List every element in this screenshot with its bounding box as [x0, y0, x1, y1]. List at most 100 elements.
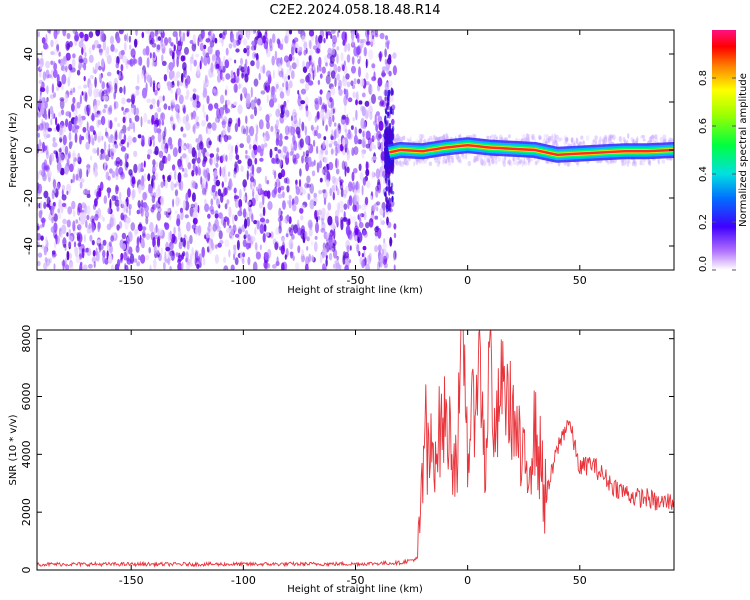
noise-speck: [114, 144, 119, 149]
noise-speck: [284, 35, 289, 44]
noise-speck: [70, 179, 73, 184]
noise-speck: [172, 198, 175, 208]
noise-speck: [225, 99, 228, 109]
noise-speck: [195, 250, 200, 259]
noise-speck: [279, 43, 284, 50]
noise-speck: [176, 71, 181, 78]
noise-speck: [107, 175, 111, 181]
noise-speck: [157, 83, 161, 89]
noise-speck: [76, 69, 81, 76]
noise-speck: [211, 184, 216, 193]
halo-speck: [627, 160, 631, 164]
noise-speck: [151, 42, 157, 48]
noise-speck: [288, 126, 294, 136]
noise-speck: [100, 115, 106, 126]
noise-speck: [73, 241, 77, 248]
noise-speck: [362, 245, 367, 251]
noise-speck: [125, 217, 131, 224]
halo-speck: [442, 157, 445, 162]
noise-speck: [298, 179, 302, 188]
noise-speck: [207, 223, 212, 232]
noise-speck: [72, 53, 76, 59]
noise-speck: [365, 263, 370, 270]
noise-speck: [129, 117, 132, 124]
noise-speck: [114, 55, 117, 64]
noise-speck: [88, 134, 91, 145]
noise-speck: [65, 118, 69, 128]
noise-speck: [228, 249, 231, 258]
halo-speck: [489, 135, 492, 139]
noise-speck: [121, 106, 124, 111]
noise-speck: [72, 96, 76, 104]
noise-speck: [184, 46, 189, 55]
noise-speck: [374, 215, 379, 220]
halo-speck: [403, 158, 408, 166]
noise-speck: [131, 188, 136, 199]
noise-speck: [140, 69, 145, 80]
noise-speck: [147, 135, 151, 146]
noise-speck: [176, 218, 181, 227]
halo-speck: [621, 159, 624, 167]
noise-speck: [210, 62, 214, 74]
noise-speck: [363, 249, 366, 260]
noise-speck: [80, 213, 86, 225]
x-tick-label: -50: [347, 274, 365, 287]
noise-speck: [349, 213, 352, 223]
noise-speck: [229, 32, 235, 43]
noise-speck: [75, 219, 79, 224]
noise-speck: [265, 218, 270, 224]
noise-speck: [393, 251, 396, 262]
noise-speck: [216, 198, 220, 207]
halo-speck: [547, 137, 551, 144]
noise-speck: [219, 69, 223, 81]
noise-speck: [75, 173, 79, 181]
noise-speck: [210, 238, 214, 249]
noise-speck: [88, 82, 93, 90]
noise-speck: [204, 198, 207, 205]
noise-speck: [359, 256, 363, 265]
noise-speck: [352, 91, 356, 99]
noise-speck: [102, 253, 106, 264]
noise-speck: [108, 136, 113, 143]
noise-speck: [38, 123, 45, 131]
noise-speck: [41, 37, 46, 44]
noise-speck: [280, 105, 286, 115]
noise-speck: [55, 116, 58, 126]
halo-speck: [659, 137, 664, 143]
noise-speck: [216, 147, 220, 153]
noise-speck: [308, 253, 312, 263]
noise-speck: [182, 32, 186, 42]
noise-speck: [336, 188, 340, 196]
noise-speck: [98, 73, 102, 82]
noise-speck: [242, 208, 247, 219]
noise-speck: [103, 95, 109, 102]
halo-speck: [497, 157, 502, 162]
noise-speck: [94, 132, 97, 142]
noise-speck: [237, 117, 241, 128]
noise-speck: [259, 167, 262, 172]
noise-speck: [247, 256, 251, 266]
noise-speck: [319, 73, 323, 79]
halo-speck: [471, 133, 475, 139]
noise-speck: [189, 40, 194, 44]
noise-speck: [177, 262, 183, 270]
noise-speck: [136, 209, 140, 215]
noise-speck: [115, 186, 120, 192]
noise-speck: [297, 90, 300, 95]
noise-speck: [237, 226, 242, 235]
noise-speck: [240, 93, 243, 102]
noise-speck: [342, 64, 345, 72]
noise-speck: [254, 157, 258, 165]
noise-speck: [133, 122, 136, 133]
noise-speck: [288, 30, 293, 35]
noise-speck: [377, 77, 383, 87]
noise-speck: [330, 148, 334, 155]
noise-speck: [332, 263, 336, 269]
halo-speck: [631, 161, 635, 167]
noise-speck: [363, 210, 367, 221]
noise-speck: [263, 142, 268, 148]
noise-speck: [343, 95, 348, 106]
noise-speck: [202, 168, 207, 176]
